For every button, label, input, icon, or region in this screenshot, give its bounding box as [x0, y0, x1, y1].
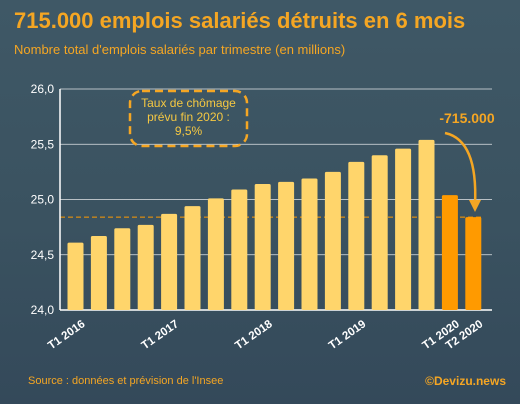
bar: [301, 178, 318, 310]
source-note: Source : données et prévision de l'Insee: [28, 375, 224, 387]
bar: [348, 161, 365, 310]
bar: [67, 242, 84, 310]
bar: [184, 206, 201, 310]
chart-subtitle: Nombre total d'emplois salariés par trim…: [14, 42, 346, 57]
annotation-line-2: prévu fin 2020 :: [147, 110, 230, 124]
bar: [207, 198, 224, 310]
y-tick-label: 25,5: [31, 137, 55, 151]
x-tick-label: T1 2018: [233, 318, 275, 352]
bar: [90, 235, 107, 310]
annotation-box: [128, 89, 249, 148]
bar: [278, 181, 295, 310]
bar: [324, 171, 341, 310]
bar: [114, 228, 131, 310]
annotation-line-3: 9,5%: [175, 124, 203, 138]
delta-arrow: [444, 131, 481, 212]
bar: [231, 189, 248, 310]
chart-title: 715.000 emplois salariés détruits en 6 m…: [14, 8, 466, 33]
y-tick-label: 24,0: [31, 303, 55, 317]
bar: [371, 155, 388, 310]
bar: [137, 224, 154, 310]
y-tick-label: 26,0: [31, 82, 55, 96]
bar: [395, 148, 412, 310]
bar: [441, 195, 458, 310]
x-tick-label: T1 2016: [46, 318, 87, 352]
credit-label: ©Devizu.news: [425, 374, 506, 388]
bar: [465, 217, 482, 310]
bar: [254, 184, 271, 310]
x-tick-label: T1 2019: [327, 318, 368, 352]
y-tick-label: 24,5: [31, 248, 55, 262]
unemployment-annotation: Taux de chômage prévu fin 2020 : 9,5%: [128, 89, 249, 148]
x-tick-label: T1 2017: [140, 318, 181, 352]
bar: [161, 213, 178, 310]
bar: [418, 139, 435, 310]
annotation-line-1: Taux de chômage: [141, 96, 236, 110]
y-tick-label: 25,0: [31, 193, 55, 207]
delta-label: -715.000: [439, 110, 494, 126]
